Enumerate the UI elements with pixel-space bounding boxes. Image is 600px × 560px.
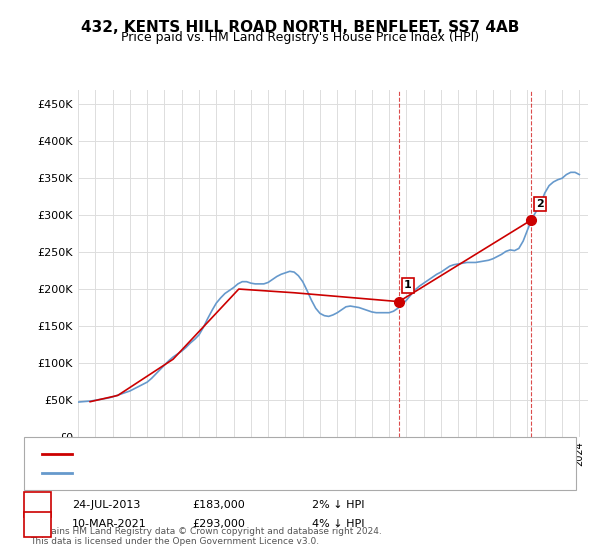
Text: HPI: Average price, semi-detached house, Castle Point: HPI: Average price, semi-detached house,… bbox=[78, 468, 362, 478]
Text: 2: 2 bbox=[34, 519, 41, 529]
Text: Price paid vs. HM Land Registry's House Price Index (HPI): Price paid vs. HM Land Registry's House … bbox=[121, 31, 479, 44]
Text: 4% ↓ HPI: 4% ↓ HPI bbox=[312, 519, 365, 529]
Text: £293,000: £293,000 bbox=[192, 519, 245, 529]
Text: 1: 1 bbox=[404, 281, 412, 290]
Text: 2: 2 bbox=[536, 199, 544, 209]
Text: 24-JUL-2013: 24-JUL-2013 bbox=[72, 500, 140, 510]
Text: £183,000: £183,000 bbox=[192, 500, 245, 510]
Text: 432, KENTS HILL ROAD NORTH, BENFLEET, SS7 4AB (semi-detached house): 432, KENTS HILL ROAD NORTH, BENFLEET, SS… bbox=[78, 449, 470, 459]
Text: 2% ↓ HPI: 2% ↓ HPI bbox=[312, 500, 365, 510]
Text: 10-MAR-2021: 10-MAR-2021 bbox=[72, 519, 147, 529]
Text: 1: 1 bbox=[34, 500, 41, 510]
Text: Contains HM Land Registry data © Crown copyright and database right 2024.
This d: Contains HM Land Registry data © Crown c… bbox=[30, 526, 382, 546]
Text: 432, KENTS HILL ROAD NORTH, BENFLEET, SS7 4AB: 432, KENTS HILL ROAD NORTH, BENFLEET, SS… bbox=[81, 20, 519, 35]
